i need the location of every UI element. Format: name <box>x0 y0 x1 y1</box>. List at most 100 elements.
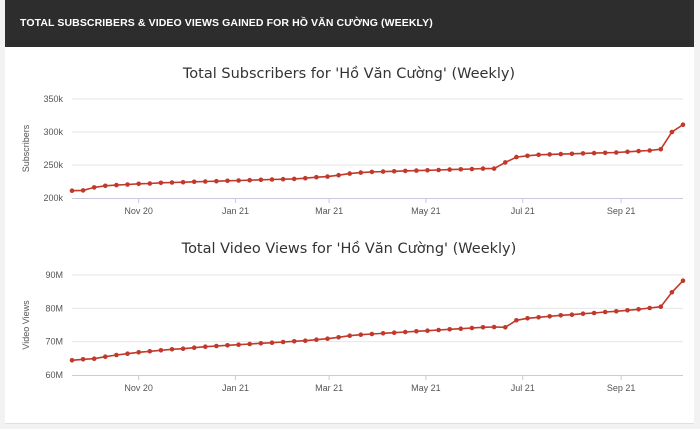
data-point <box>403 168 408 174</box>
data-point <box>125 182 130 187</box>
data-point <box>269 340 275 346</box>
data-point <box>536 315 541 320</box>
x-tick-label: May 21 <box>411 206 441 216</box>
data-point <box>391 330 397 336</box>
data-point <box>658 304 664 310</box>
data-point <box>569 151 575 157</box>
data-point <box>236 342 241 348</box>
data-point <box>280 339 286 345</box>
x-tick-label: Mar 21 <box>315 383 343 393</box>
data-point <box>258 341 264 346</box>
data-point <box>80 188 86 193</box>
data-point <box>414 168 419 173</box>
data-point <box>614 150 619 155</box>
data-point <box>369 331 375 337</box>
data-point <box>491 324 497 330</box>
data-point <box>469 325 475 331</box>
data-point <box>125 351 130 357</box>
data-point <box>203 179 208 184</box>
data-point <box>602 309 608 315</box>
data-point <box>369 169 375 175</box>
page-header: TOTAL SUBSCRIBERS & VIDEO VIEWS GAINED F… <box>5 0 694 47</box>
data-point <box>280 176 286 182</box>
series-line <box>71 124 684 192</box>
data-point <box>680 278 686 283</box>
data-point <box>225 343 230 348</box>
data-point <box>314 337 319 343</box>
x-tick-label: Sep 21 <box>607 206 636 216</box>
data-point <box>580 311 586 317</box>
chart-title: Total Subscribers for 'Hồ Văn Cường' (We… <box>182 65 515 82</box>
data-point <box>114 352 119 358</box>
data-point <box>80 357 86 362</box>
y-axis-label: Subscribers <box>21 124 31 172</box>
data-point <box>258 177 264 183</box>
x-tick-label: Jan 21 <box>222 383 249 393</box>
charts-svg: Total Subscribers for 'Hồ Văn Cường' (We… <box>21 65 686 393</box>
data-point <box>403 329 408 335</box>
data-point <box>558 313 564 318</box>
data-point <box>625 308 630 313</box>
data-point <box>69 188 75 193</box>
data-point <box>214 343 219 349</box>
y-tick-label: 90M <box>45 270 63 280</box>
data-point <box>558 151 564 157</box>
data-point <box>569 312 575 318</box>
data-point <box>147 349 153 354</box>
data-point <box>191 179 197 185</box>
data-point <box>158 348 164 353</box>
data-point <box>669 129 675 135</box>
y-tick-label: 200k <box>43 193 63 203</box>
data-point <box>103 183 108 189</box>
data-point <box>291 339 297 344</box>
data-point <box>491 166 497 171</box>
x-tick-label: May 21 <box>411 383 441 393</box>
data-point <box>303 175 308 181</box>
data-point <box>136 181 141 187</box>
data-point <box>114 182 119 188</box>
data-point <box>425 168 430 173</box>
data-point <box>636 148 641 154</box>
y-tick-label: 70M <box>45 337 63 347</box>
data-point <box>314 174 319 180</box>
data-point <box>358 170 364 175</box>
y-axis-label: Video Views <box>21 300 31 350</box>
data-point <box>347 171 353 176</box>
data-point <box>602 150 608 156</box>
x-tick-label: Mar 21 <box>315 206 343 216</box>
data-point <box>247 177 252 183</box>
data-point <box>436 167 441 173</box>
data-point <box>503 325 508 330</box>
x-tick-label: Nov 20 <box>124 383 153 393</box>
data-point <box>680 122 686 127</box>
data-point <box>525 316 530 321</box>
data-point <box>180 179 186 185</box>
data-point <box>636 307 641 312</box>
data-point <box>69 358 75 363</box>
y-tick-label: 80M <box>45 303 63 313</box>
data-point <box>458 326 464 332</box>
x-tick-label: Nov 20 <box>124 206 153 216</box>
data-point <box>425 328 430 334</box>
series-line <box>71 280 684 362</box>
y-tick-label: 350k <box>43 94 63 104</box>
data-point <box>547 314 552 319</box>
data-point <box>203 344 208 350</box>
data-point <box>480 325 486 330</box>
data-point <box>269 177 275 182</box>
data-point <box>247 341 252 347</box>
data-point <box>469 166 475 172</box>
data-point <box>514 318 519 323</box>
data-point <box>447 167 453 172</box>
data-point <box>291 176 297 182</box>
chart-title: Total Video Views for 'Hồ Văn Cường' (We… <box>181 240 517 257</box>
data-point <box>347 333 353 339</box>
data-point <box>625 149 630 155</box>
data-point <box>91 356 97 362</box>
x-tick-label: Jul 21 <box>511 383 535 393</box>
data-point <box>391 169 397 174</box>
data-point <box>147 181 153 186</box>
data-point <box>591 310 597 316</box>
data-point <box>303 338 308 344</box>
data-point <box>525 153 530 159</box>
